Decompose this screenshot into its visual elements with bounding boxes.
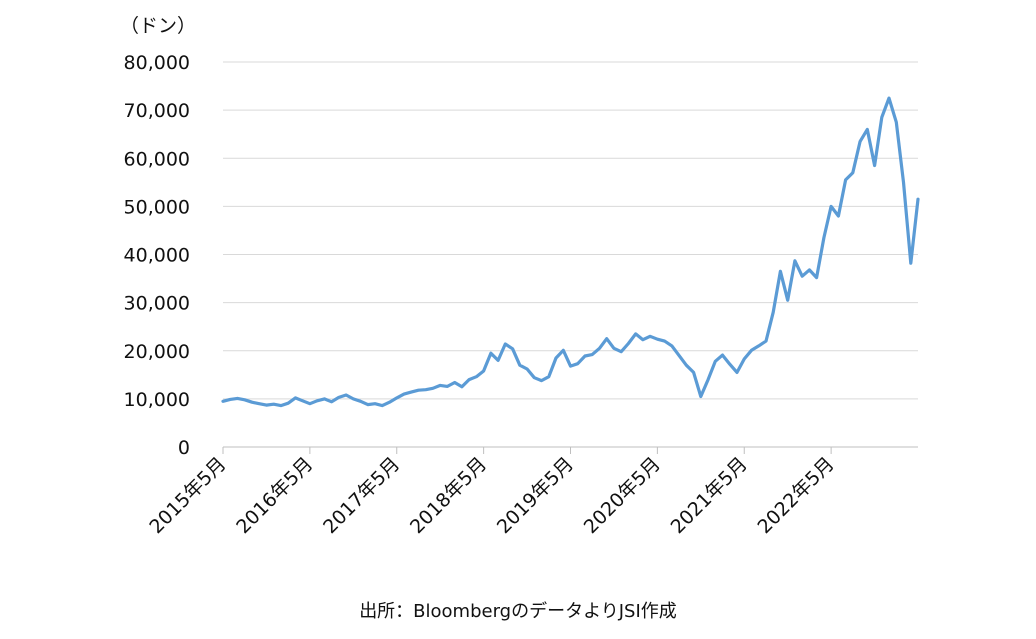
series-group: [221, 96, 920, 408]
x-tick-label: 2022年5月: [753, 453, 838, 538]
x-axis: 2015年5月 2016年5月 2017年5月 2018年5月 2019年5月 2020年…: [145, 446, 918, 538]
x-tick-label: 2020年5月: [580, 453, 665, 538]
x-tick-label: 2018年5月: [406, 453, 491, 538]
y-tick-label: 70,000: [124, 100, 190, 122]
x-tick-label: 2017年5月: [319, 453, 404, 538]
y-tick-label: 0: [178, 437, 190, 459]
y-tick-label: 30,000: [124, 293, 190, 315]
source-note: 出所：BloombergのデータよりJSI作成: [359, 601, 677, 622]
x-tick-label: 2019年5月: [493, 453, 578, 538]
y-unit-label: （ドン）: [120, 15, 196, 37]
x-tick-label: 2021年5月: [667, 453, 752, 538]
y-tick-label: 20,000: [124, 341, 190, 363]
price-line: [221, 96, 920, 408]
y-tick-labels: 0 10,000 20,000 30,000 40,000 50,000 60,000 70,…: [124, 52, 190, 459]
grid: [223, 61, 918, 400]
y-tick-label: 80,000: [124, 52, 190, 74]
y-tick-label: 60,000: [124, 148, 190, 170]
x-tick-label: 2016年5月: [232, 453, 317, 538]
y-tick-label: 40,000: [124, 245, 190, 267]
y-tick-label: 50,000: [124, 196, 190, 218]
y-tick-label: 10,000: [124, 389, 190, 411]
x-tick-label: 2015年5月: [145, 453, 230, 538]
